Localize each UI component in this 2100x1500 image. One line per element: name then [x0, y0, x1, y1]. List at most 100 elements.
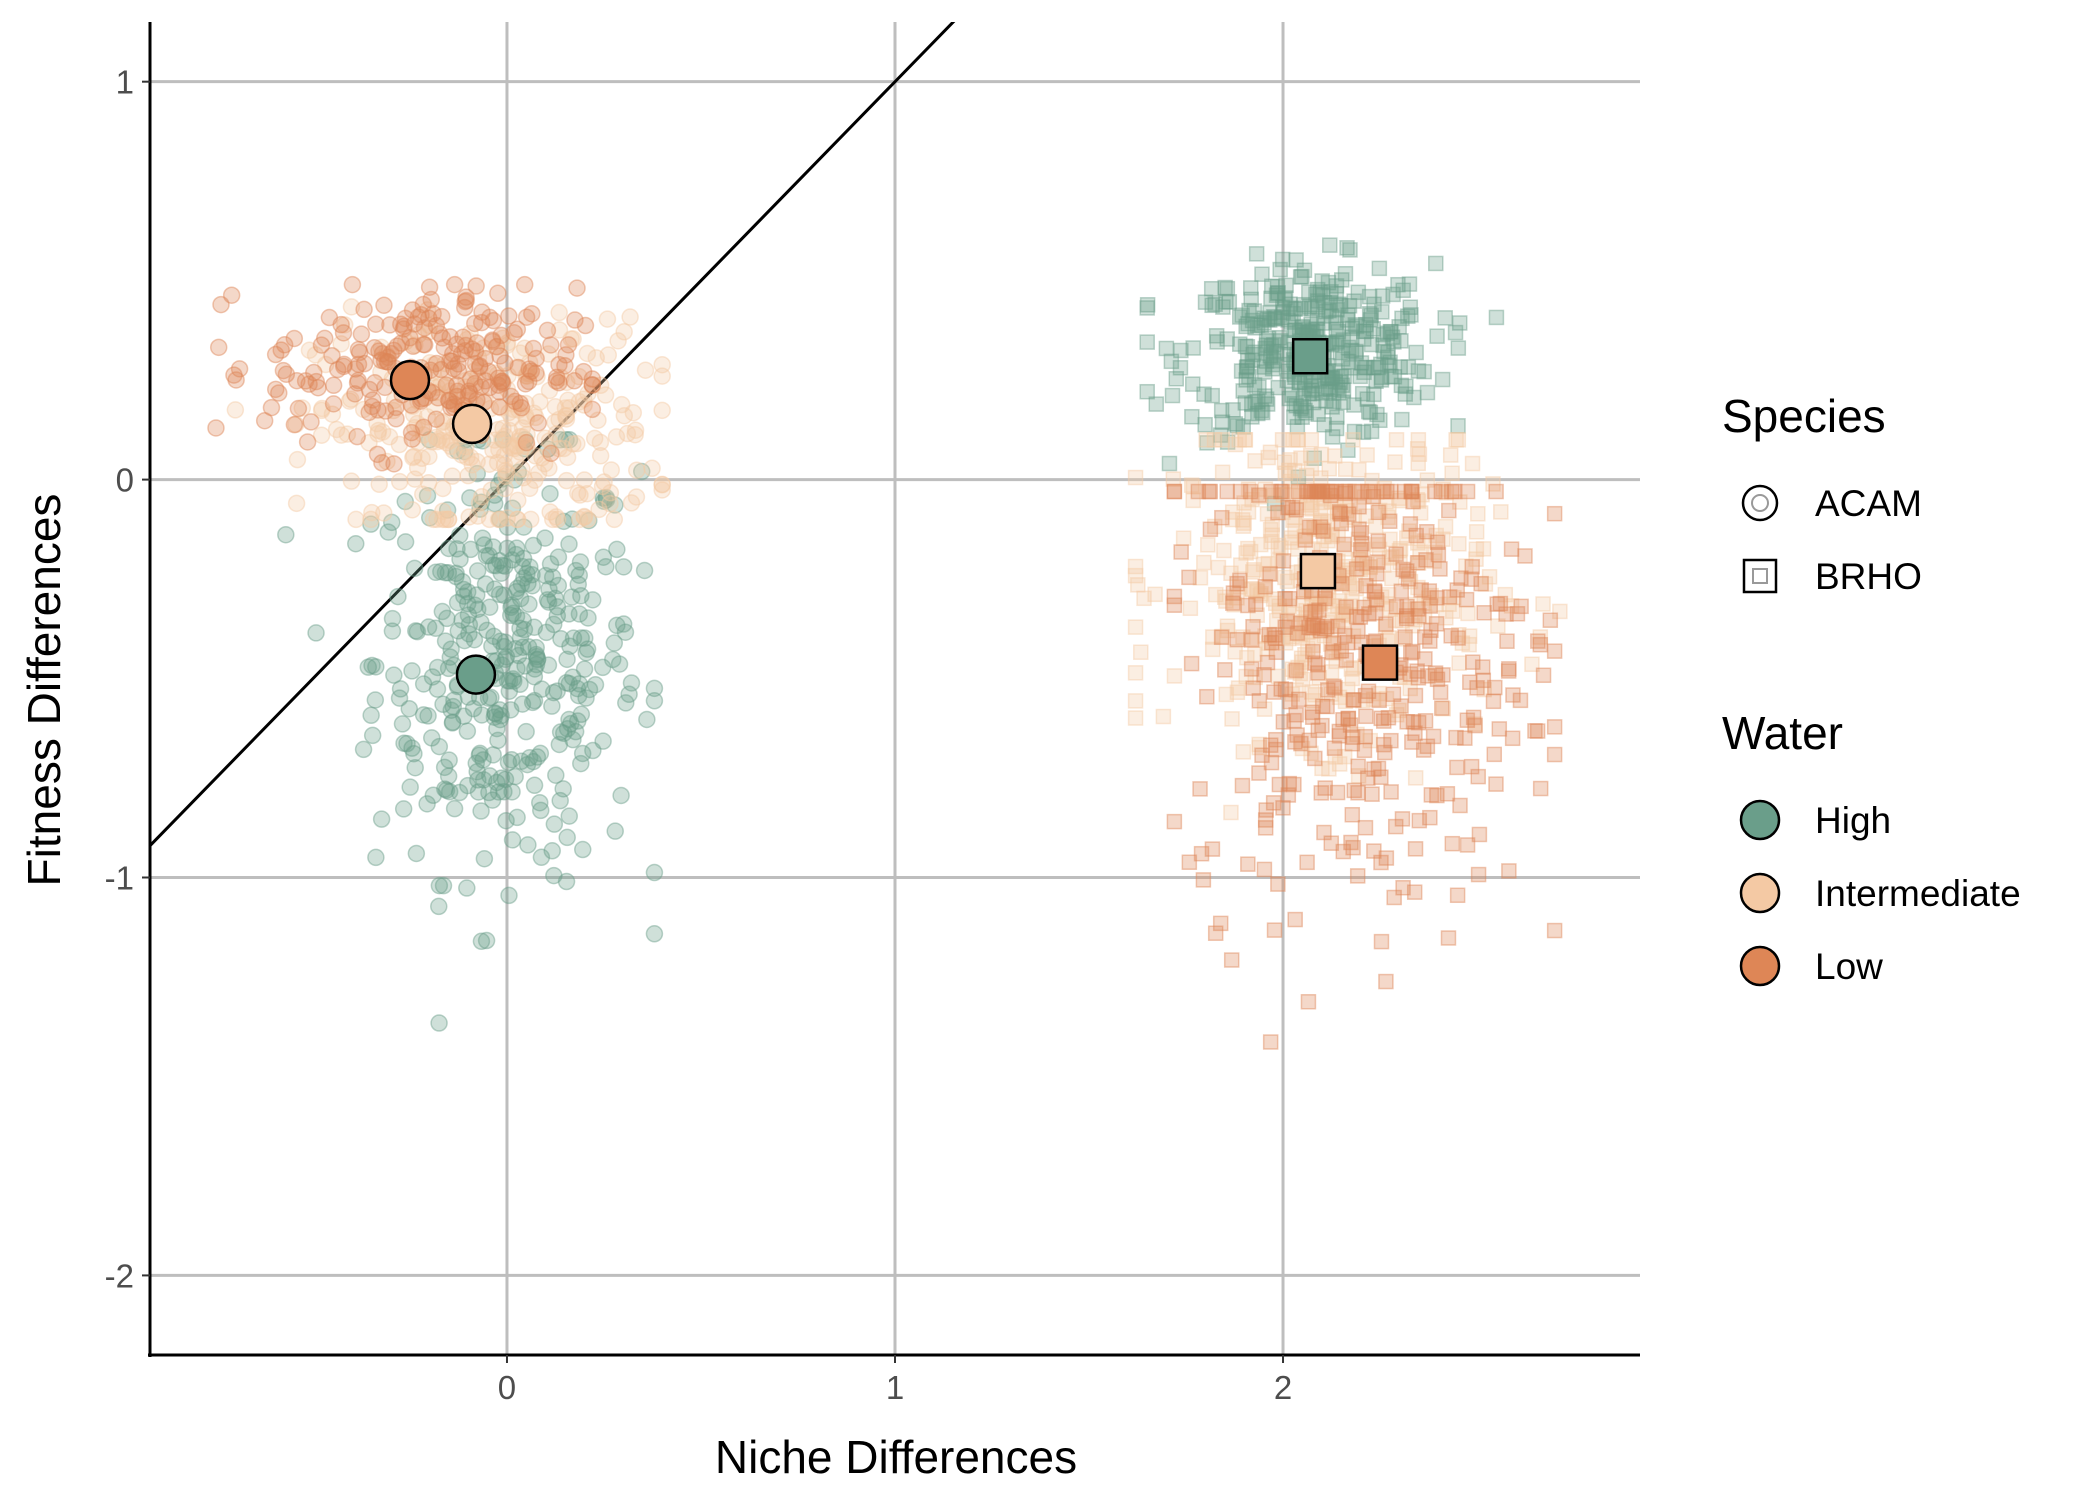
cloud-point	[1322, 483, 1338, 500]
cloud-point	[379, 348, 397, 367]
cloud-point	[538, 591, 557, 609]
cloud-point	[1383, 368, 1399, 385]
cloud-point	[1290, 432, 1306, 448]
cloud-point	[385, 341, 403, 360]
cloud-point	[1244, 632, 1260, 648]
cloud-point	[414, 706, 433, 724]
cloud-point	[480, 510, 499, 529]
cloud-point	[1386, 889, 1402, 906]
cloud-point	[502, 387, 520, 406]
cloud-point	[1271, 776, 1288, 793]
cloud-point	[1251, 765, 1267, 781]
cloud-point	[1265, 591, 1282, 607]
cloud-point	[1413, 582, 1429, 598]
cloud-point	[1243, 661, 1260, 677]
cloud-point	[1360, 770, 1376, 786]
cloud-point	[1237, 338, 1254, 354]
cloud-point	[1246, 562, 1262, 578]
cloud-point	[1336, 536, 1352, 553]
cloud-point	[1451, 536, 1467, 552]
cloud-point	[1328, 483, 1344, 500]
cloud-point	[1256, 310, 1272, 326]
cloud-point	[1419, 523, 1435, 540]
cloud-point	[1417, 629, 1433, 645]
cloud-point	[1457, 730, 1473, 746]
cloud-point	[1353, 355, 1370, 371]
cloud-point	[1359, 556, 1375, 573]
cloud-point	[1382, 483, 1399, 500]
cloud-point	[1373, 369, 1390, 386]
cloud-point	[1339, 558, 1355, 575]
cloud-point	[363, 397, 382, 416]
cloud-point	[1405, 493, 1421, 510]
cloud-point	[1379, 349, 1396, 366]
cloud-point	[468, 464, 487, 483]
cloud-point	[1270, 379, 1287, 396]
cloud-point	[1486, 746, 1503, 763]
cloud-point	[312, 336, 331, 354]
cloud-point	[1319, 698, 1335, 715]
cloud-point	[560, 398, 579, 417]
cloud-point	[377, 346, 396, 364]
cloud-point	[1279, 372, 1296, 389]
cloud-point	[469, 771, 487, 789]
cloud-point	[1386, 334, 1402, 350]
cloud-point	[430, 737, 449, 756]
cloud-point	[528, 651, 547, 669]
cloud-point	[503, 596, 521, 614]
cloud-point	[1383, 784, 1399, 800]
cloud-point	[418, 795, 436, 813]
cloud-point	[1183, 655, 1200, 672]
cloud-point	[1429, 671, 1446, 688]
cloud-point	[1448, 432, 1464, 448]
cloud-point	[1489, 596, 1505, 612]
cloud-point	[335, 316, 354, 334]
cloud-point	[1373, 372, 1390, 388]
cloud-point	[1388, 599, 1405, 615]
cloud-point	[380, 427, 399, 446]
cloud-point	[527, 655, 546, 674]
cloud-point	[477, 931, 496, 950]
cloud-point	[1395, 879, 1411, 896]
legend-key-acam-inner	[1751, 494, 1769, 512]
cloud-point	[1488, 776, 1504, 792]
cloud-point	[496, 770, 515, 789]
cloud-point	[1345, 839, 1361, 856]
cloud-point	[560, 674, 579, 693]
cloud-point	[485, 627, 503, 646]
cloud-point	[1293, 398, 1310, 415]
cloud-point	[1261, 312, 1278, 328]
cloud-point	[515, 275, 534, 294]
cloud-point	[1262, 305, 1278, 321]
cloud-point	[507, 358, 526, 377]
cloud-point	[1260, 330, 1277, 347]
cloud-point	[543, 510, 562, 529]
cloud-point	[540, 459, 558, 477]
cloud-point	[597, 490, 616, 509]
cloud-point	[1448, 729, 1464, 746]
cloud-point	[1370, 554, 1386, 570]
cloud-point	[370, 342, 388, 360]
y-tick-label: -1	[105, 860, 134, 897]
cloud-point	[274, 361, 293, 380]
cloud-point	[367, 315, 385, 333]
cloud-point	[521, 558, 539, 576]
cloud-point	[1340, 339, 1357, 356]
cloud-point	[1345, 432, 1361, 448]
cloud-point	[1262, 444, 1279, 461]
cloud-point	[1235, 629, 1251, 645]
cloud-point	[1287, 462, 1303, 479]
cloud-point	[456, 341, 474, 360]
cloud-point	[653, 401, 671, 420]
cloud-point	[1262, 348, 1278, 364]
cloud-point	[1280, 787, 1297, 803]
cloud-point	[1378, 690, 1395, 707]
cloud-point	[420, 309, 438, 328]
cloud-point	[1505, 687, 1521, 703]
cloud-point	[500, 886, 518, 905]
cloud-point	[1204, 297, 1220, 314]
cloud-point	[1250, 393, 1266, 410]
cloud-point	[1345, 692, 1362, 708]
cloud-point	[452, 446, 471, 464]
cloud-point	[1513, 598, 1529, 615]
